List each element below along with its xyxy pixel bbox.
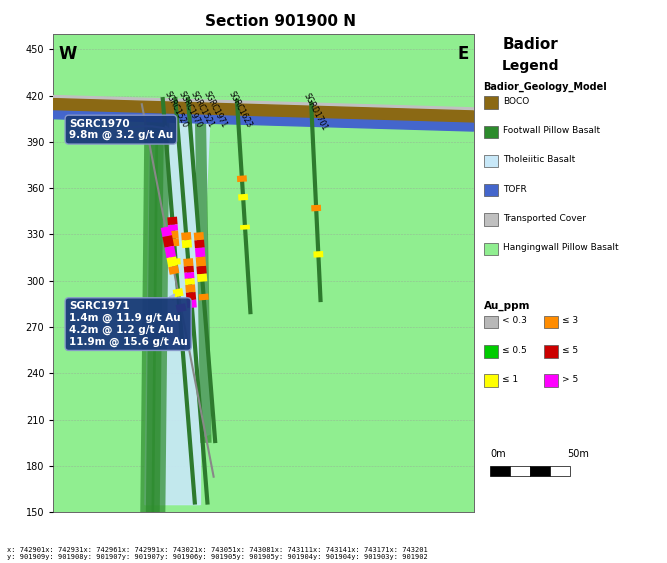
Text: 50m: 50m — [567, 449, 589, 459]
Text: Badior: Badior — [502, 37, 558, 52]
Text: Section 901900 N: Section 901900 N — [205, 14, 356, 29]
Text: SGRC1970
9.8m @ 3.2 g/t Au: SGRC1970 9.8m @ 3.2 g/t Au — [69, 119, 173, 140]
Polygon shape — [53, 96, 474, 111]
Text: SGRC1971
1.4m @ 11.9 g/t Au
4.2m @ 1.2 g/t Au
11.9m @ 15.6 g/t Au: SGRC1971 1.4m @ 11.9 g/t Au 4.2m @ 1.2 g… — [69, 294, 187, 347]
Text: SGRC1971: SGRC1971 — [202, 90, 229, 129]
Text: x: 742901x: 742931x: 742961x: 742991x: 743021x: 743051x: 743081x: 743111x: 74314: x: 742901x: 742931x: 742961x: 742991x: 7… — [7, 547, 428, 560]
Text: ≤ 5: ≤ 5 — [562, 346, 578, 355]
Text: SGRD1701: SGRD1701 — [301, 91, 329, 132]
Text: ≤ 1: ≤ 1 — [502, 375, 518, 384]
Text: SGRC1970: SGRC1970 — [177, 90, 203, 129]
Text: Au_ppm: Au_ppm — [484, 301, 530, 311]
Text: SGRC1520: SGRC1520 — [163, 90, 189, 129]
Text: BOCO: BOCO — [503, 97, 529, 106]
Text: TOFR: TOFR — [503, 185, 527, 194]
Text: 0m: 0m — [490, 449, 506, 459]
Polygon shape — [53, 99, 474, 123]
Polygon shape — [145, 115, 210, 504]
Text: Transported Cover: Transported Cover — [503, 214, 586, 223]
Polygon shape — [53, 111, 474, 131]
Text: SGRC1623: SGRC1623 — [227, 90, 254, 129]
Text: Hangingwall Pillow Basalt: Hangingwall Pillow Basalt — [503, 243, 618, 252]
Text: ≤ 0.5: ≤ 0.5 — [502, 346, 526, 355]
Text: ≤ 3: ≤ 3 — [562, 316, 578, 325]
Text: Footwall Pillow Basalt: Footwall Pillow Basalt — [503, 126, 600, 135]
Text: < 0.3: < 0.3 — [502, 316, 526, 325]
Text: SGRC1521: SGRC1521 — [189, 90, 216, 129]
Text: Badior_Geology_Model: Badior_Geology_Model — [484, 82, 608, 92]
Text: > 5: > 5 — [562, 375, 578, 384]
Text: E: E — [458, 44, 470, 62]
Text: Legend: Legend — [502, 59, 559, 73]
Text: W: W — [59, 44, 77, 62]
Text: Tholeiitic Basalt: Tholeiitic Basalt — [503, 155, 575, 164]
